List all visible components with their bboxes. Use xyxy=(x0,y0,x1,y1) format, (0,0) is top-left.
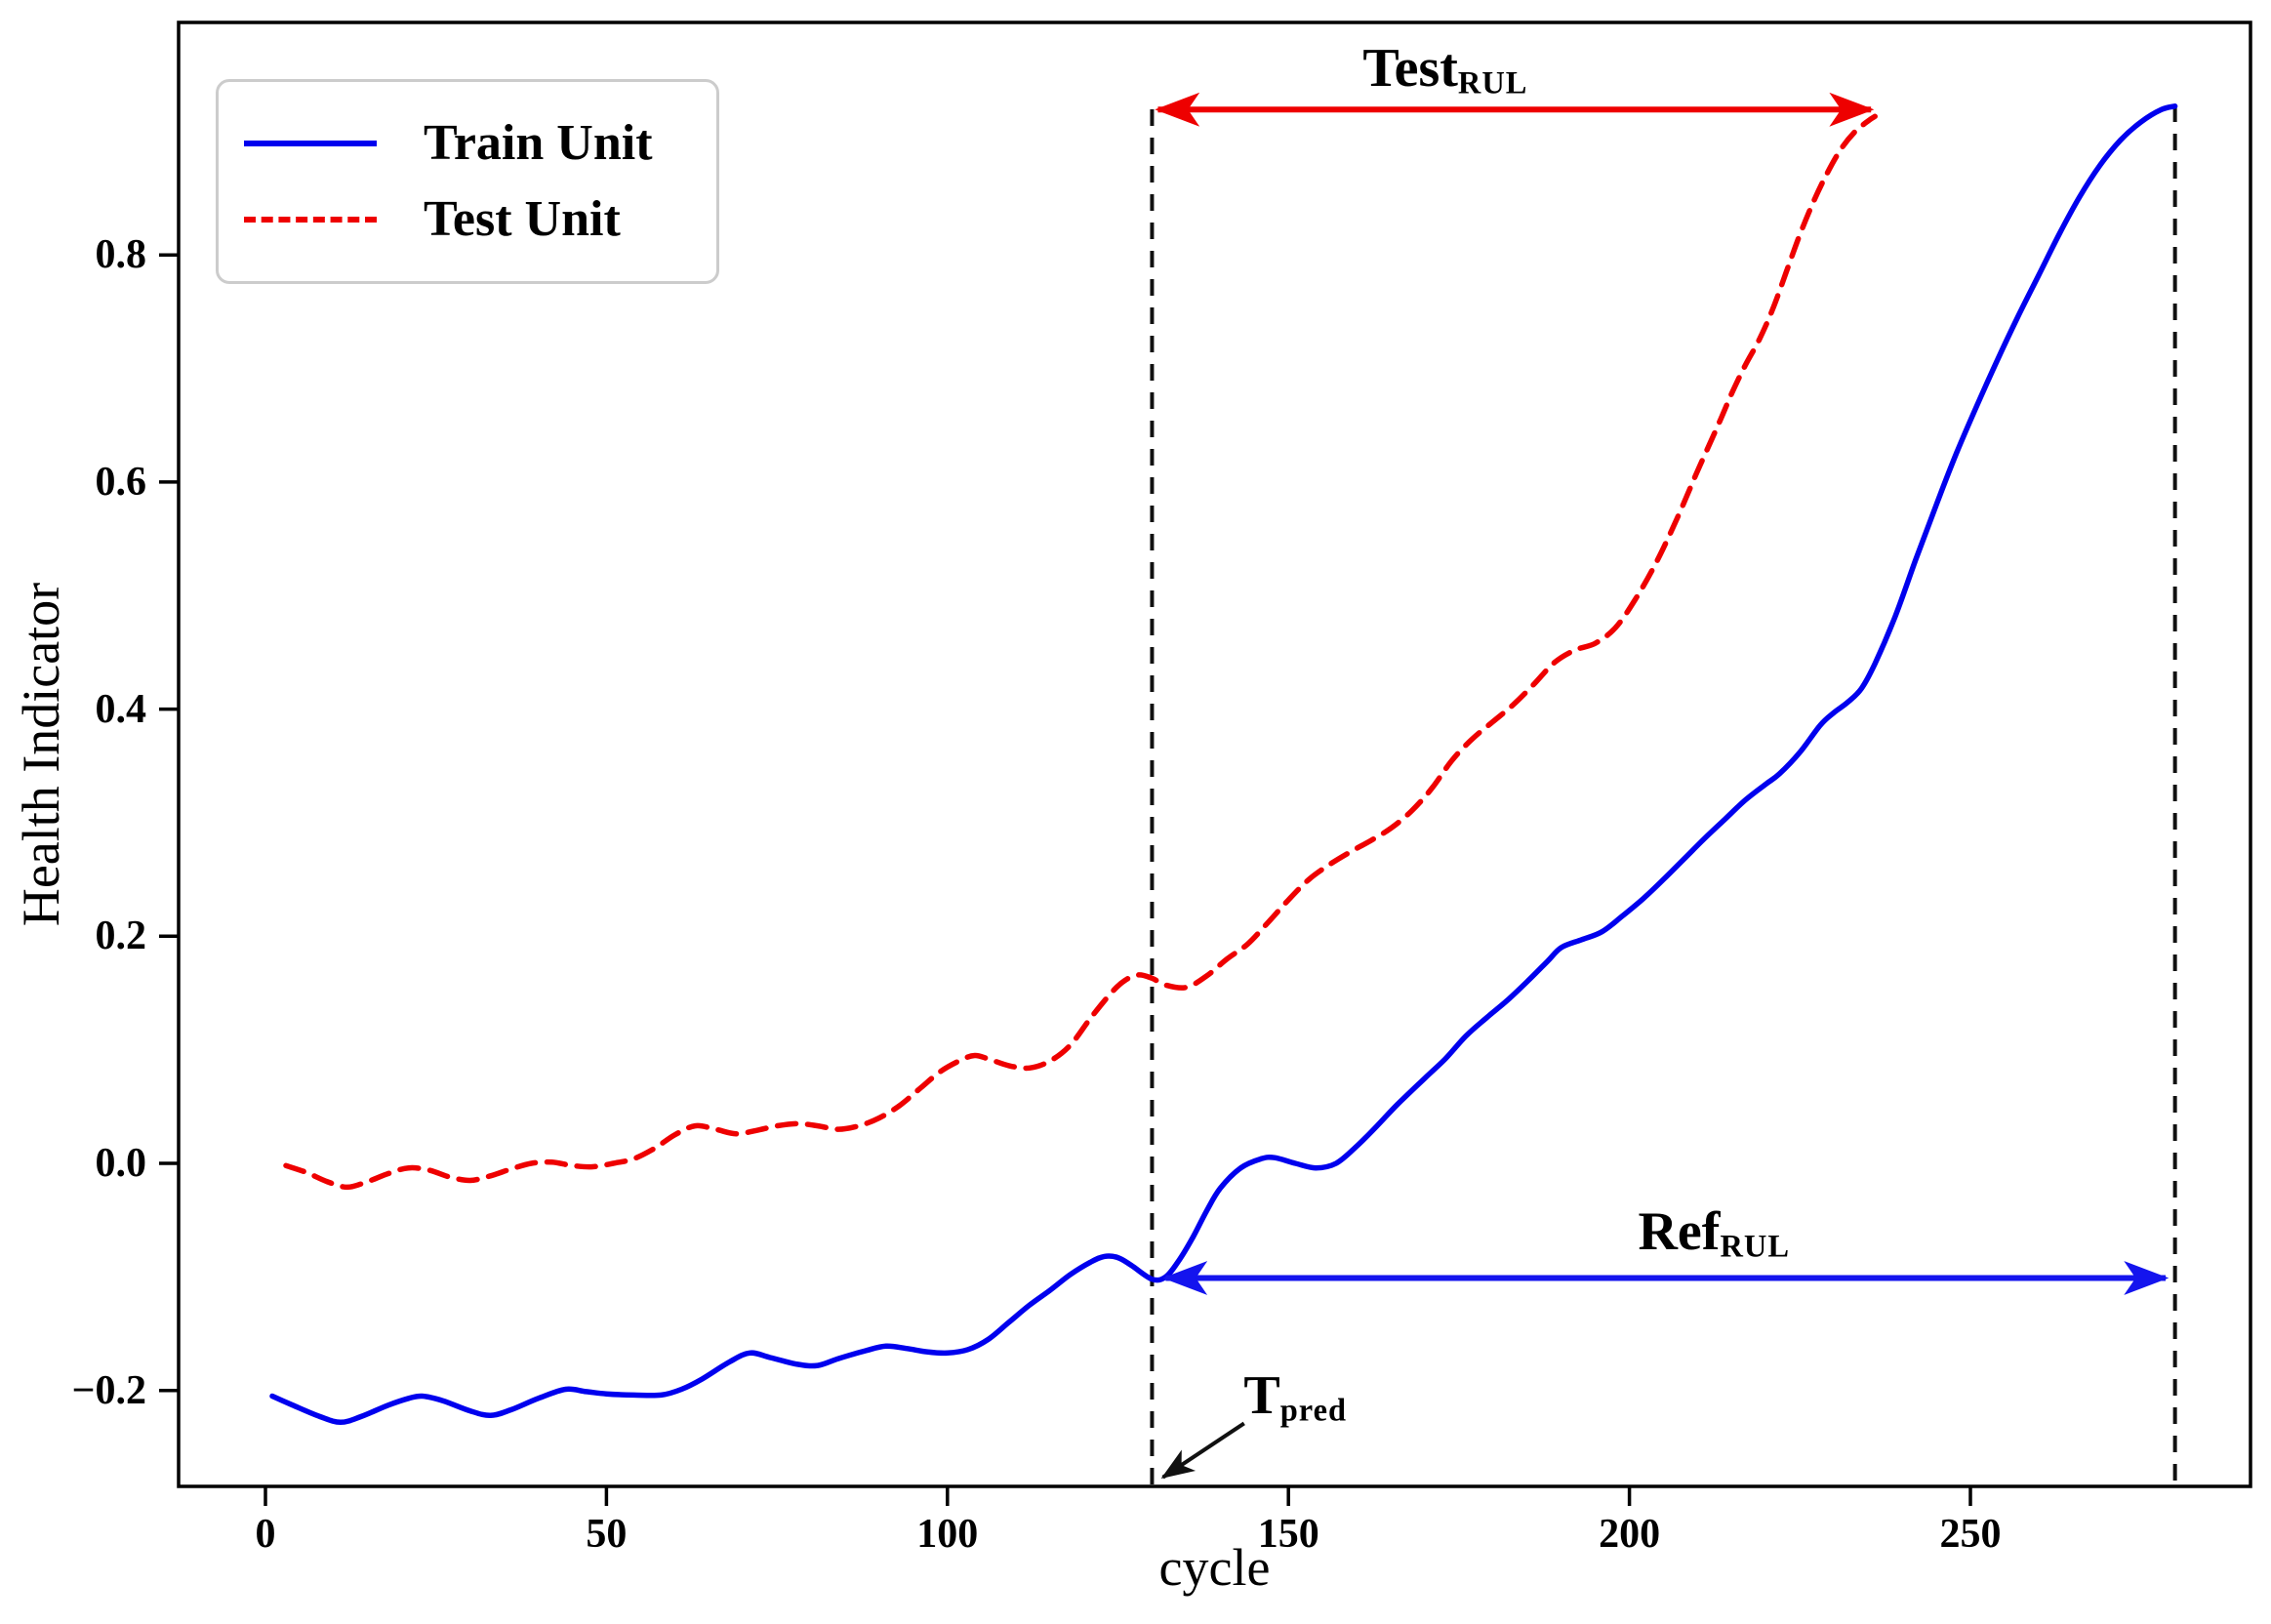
y-tick-label: 0.0 xyxy=(95,1141,147,1186)
y-tick-label: 0.2 xyxy=(95,914,147,959)
legend-label-test: Test Unit xyxy=(424,191,621,247)
train-curve xyxy=(269,103,2178,1426)
legend-label-train: Train Unit xyxy=(424,115,653,171)
train-line-swatch xyxy=(244,141,377,146)
t-pred-subscript: pred xyxy=(1279,1393,1348,1428)
test-rul-text: Test xyxy=(1362,37,1458,99)
x-tick-label: 100 xyxy=(916,1512,979,1557)
legend-item-train-unit: Train Unit xyxy=(244,118,716,169)
ref-rul-text: Ref xyxy=(1638,1201,1721,1263)
y-tick-label: 0.8 xyxy=(95,232,147,278)
y-axis-title: Health Indicator xyxy=(12,582,70,927)
t-pred-text: T xyxy=(1243,1364,1280,1426)
y-tick-label: 0.6 xyxy=(95,459,147,505)
ref-rul-label: RefRUL xyxy=(1638,1204,1790,1263)
plot-border xyxy=(177,20,2252,1488)
test-line-swatch xyxy=(244,217,377,223)
x-tick-label: 200 xyxy=(1599,1512,1661,1557)
test-curve xyxy=(283,113,1878,1191)
x-tick-label: 150 xyxy=(1257,1512,1319,1557)
x-axis-title: cycle xyxy=(1158,1538,1271,1597)
x-tick-label: 0 xyxy=(255,1512,276,1557)
legend: Train Unit Test Unit xyxy=(216,79,719,284)
x-tick-label: 250 xyxy=(1939,1512,2002,1557)
legend-item-test-unit: Test Unit xyxy=(244,194,716,245)
x-tick-label: 50 xyxy=(586,1512,628,1557)
ref-rul-subscript: RUL xyxy=(1720,1229,1791,1265)
test-rul-subscript: RUL xyxy=(1457,64,1528,101)
test-rul-label: TestRUL xyxy=(1362,41,1527,100)
y-tick-label: −0.2 xyxy=(71,1367,146,1413)
y-tick-label: 0.4 xyxy=(95,686,147,732)
t-pred-label: Tpred xyxy=(1243,1368,1347,1427)
tpred-arrow xyxy=(1160,1421,1245,1480)
